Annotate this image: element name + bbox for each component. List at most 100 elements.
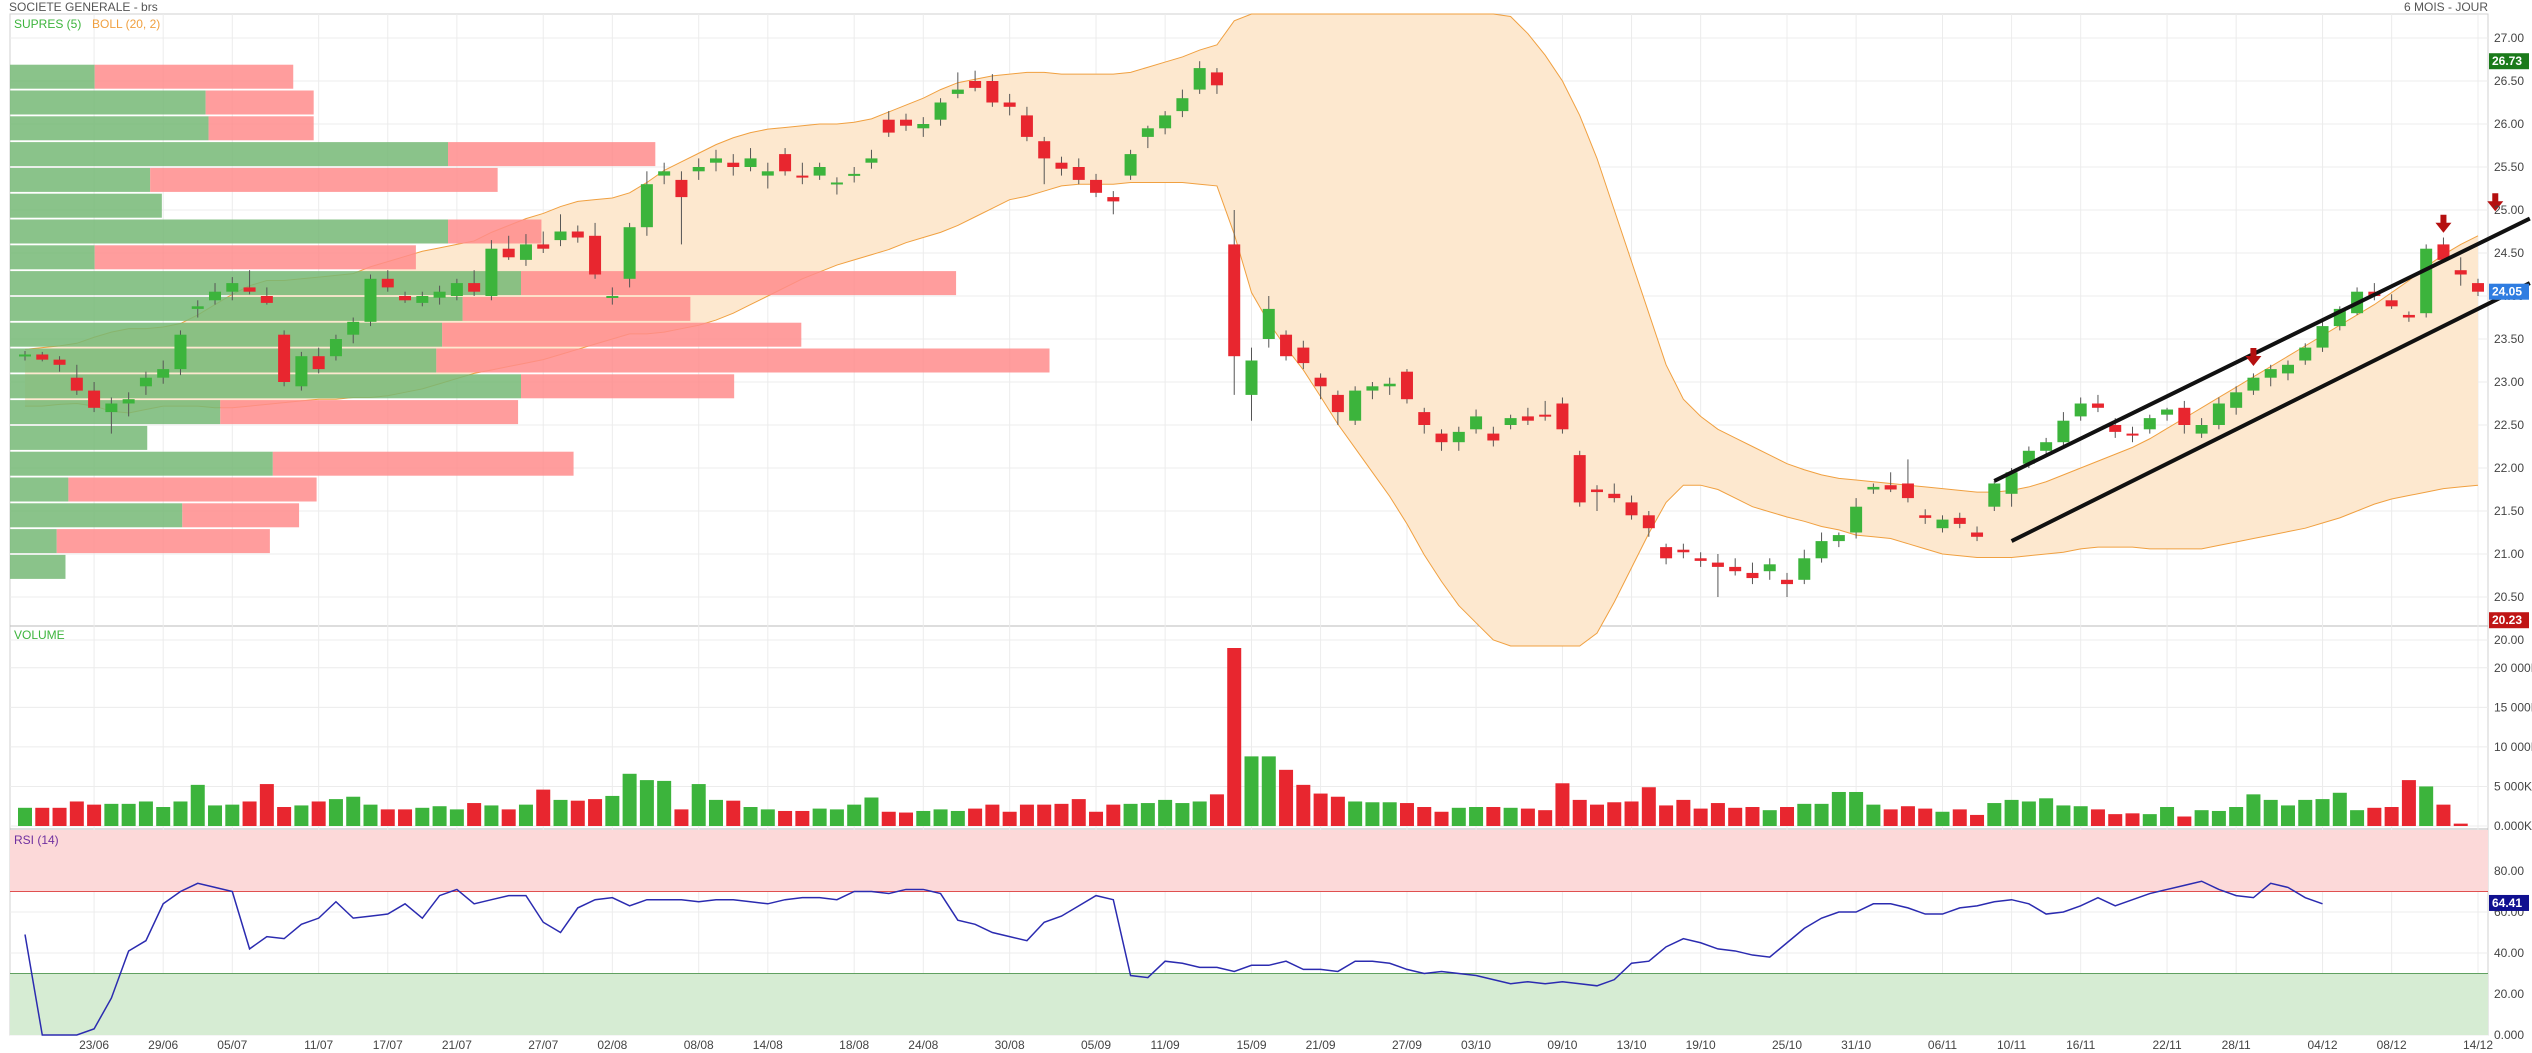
volume-tick-label: 20 000K <box>2494 661 2532 675</box>
volume-bar <box>2332 792 2347 826</box>
price-tick-label: 23.50 <box>2494 332 2524 346</box>
candle-body <box>1176 98 1189 112</box>
candle-body <box>1971 532 1984 537</box>
candle-body <box>1539 414 1552 417</box>
x-tick-label: 10/11 <box>1997 1038 2026 1052</box>
x-tick-label: 24/08 <box>908 1038 938 1052</box>
candle-body <box>986 81 999 103</box>
candle-body <box>761 171 774 176</box>
x-tick-label: 08/12 <box>2377 1038 2407 1052</box>
volume-bar <box>190 784 205 826</box>
down-arrow-icon <box>2487 193 2504 212</box>
x-tick-label: 14/08 <box>753 1038 783 1052</box>
volume-profile-sell-bar <box>150 167 498 192</box>
candle-body <box>2299 347 2312 361</box>
x-tick-label: 15/09 <box>1236 1038 1266 1052</box>
candle-body <box>2385 300 2398 307</box>
volume-bar <box>1054 803 1069 826</box>
candle-body <box>1850 506 1863 533</box>
volume-bar <box>2177 816 2192 826</box>
volume-bar <box>1348 801 1363 826</box>
volume-bar <box>277 807 292 826</box>
x-tick-label: 05/09 <box>1081 1038 1111 1052</box>
x-tick-label: 11/07 <box>304 1038 333 1052</box>
rsi-tick-label: 20.00 <box>2494 987 2524 1001</box>
candle-body <box>19 354 31 357</box>
candle-body <box>744 158 757 167</box>
candle-body <box>813 167 826 176</box>
price-tick-label: 20.00 <box>2494 633 2524 647</box>
candle-body <box>278 334 291 382</box>
volume-bar <box>968 808 983 826</box>
volume-bar <box>1503 807 1518 826</box>
x-tick-label: 19/10 <box>1686 1038 1716 1052</box>
volume-profile-sell-bar <box>68 477 317 502</box>
candle-body <box>1660 547 1673 559</box>
candle-body <box>1694 558 1707 561</box>
volume-bar <box>1797 803 1812 826</box>
volume-bar <box>588 799 603 826</box>
candle-body <box>1919 515 1932 518</box>
volume-bar <box>1831 791 1846 826</box>
volume-bar <box>2263 799 2278 826</box>
volume-bar <box>1710 803 1725 826</box>
candle-body <box>1435 433 1448 443</box>
candle-body <box>1418 412 1431 425</box>
volume-bar <box>1952 809 1967 826</box>
candle-body <box>105 403 118 413</box>
volume-bar <box>380 809 395 826</box>
volume-bar <box>1382 802 1397 826</box>
candle-body <box>554 231 567 241</box>
volume-profile-buy-bar <box>10 116 209 141</box>
volume-bar <box>2090 809 2105 826</box>
candle-body <box>1331 394 1344 413</box>
bollinger-fill <box>25 14 2478 646</box>
volume-profile-sell-bar <box>208 116 314 141</box>
rsi-tick-label: 40.00 <box>2494 946 2524 960</box>
candle-body <box>1884 485 1897 490</box>
candle-body <box>174 334 187 370</box>
trendline <box>2010 281 2531 543</box>
candle-body <box>1124 154 1137 176</box>
volume-bar <box>1261 756 1276 826</box>
candle-body <box>1072 167 1085 180</box>
volume-bar <box>2367 807 2382 826</box>
candle-body <box>1521 416 1534 421</box>
candle-body <box>1677 549 1690 553</box>
candle-body <box>934 102 947 120</box>
x-tick-label: 25/10 <box>1772 1038 1802 1052</box>
volume-bar <box>1106 804 1121 826</box>
candle-body <box>1470 416 1483 430</box>
candle-body <box>2074 403 2087 417</box>
volume-bar <box>778 810 793 826</box>
volume-bar <box>916 810 931 826</box>
volume-bar <box>1175 803 1190 826</box>
volume-bar <box>933 809 948 826</box>
candle-body <box>1159 115 1172 129</box>
high-price-tag-value: 26.73 <box>2492 54 2522 68</box>
rsi-line <box>24 880 2323 1036</box>
price-tick-label: 25.50 <box>2494 160 2524 174</box>
candle-body <box>243 287 256 292</box>
volume-bar <box>760 809 775 826</box>
volume-bar <box>1745 807 1760 826</box>
candle-body <box>122 399 135 404</box>
candle-body <box>1867 486 1880 490</box>
volume-profile-buy-bar <box>10 193 162 218</box>
volume-bar <box>138 801 153 826</box>
rsi-overbought-zone <box>10 830 2488 892</box>
candle-body <box>2402 314 2415 318</box>
down-arrow-icon <box>2245 348 2262 366</box>
candle-body <box>1711 562 1724 567</box>
x-tick-label: 31/10 <box>1841 1038 1871 1052</box>
candle-body <box>1055 162 1068 169</box>
volume-bar <box>864 797 879 826</box>
volume-bar <box>1071 799 1086 826</box>
x-tick-label: 28/11 <box>2222 1038 2251 1052</box>
volume-bar <box>467 803 482 826</box>
candle-body <box>692 167 705 172</box>
candle-body <box>157 369 170 378</box>
volume-bar <box>691 784 706 826</box>
candle-body <box>796 175 809 178</box>
candle-body <box>1038 141 1051 159</box>
